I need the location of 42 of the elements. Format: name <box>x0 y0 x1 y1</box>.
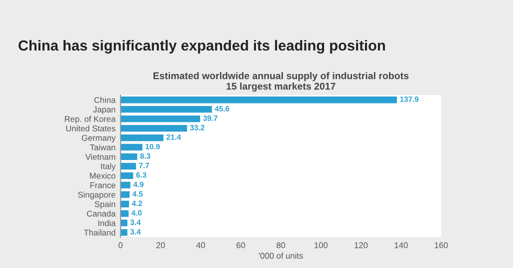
y-tick-label: India <box>98 220 116 226</box>
x-tick-label: 60 <box>236 242 246 248</box>
y-tick-label: Thailand <box>84 229 116 236</box>
bar <box>120 210 129 217</box>
bar <box>120 124 188 132</box>
bar <box>120 96 397 104</box>
y-tick-label: Rep. of Korea <box>64 116 116 124</box>
y-tick-label: Vietnam <box>85 154 116 160</box>
y-tick-label: Japan <box>93 106 116 114</box>
y-tick-label: United States <box>66 125 116 132</box>
bar <box>120 191 130 198</box>
bar <box>120 106 212 113</box>
chart-title: Estimated worldwide annual supply of industrial robots 15 largest markets 2017 <box>154 72 408 92</box>
bar <box>120 229 128 236</box>
x-tick-label: 40 <box>196 242 206 248</box>
bar <box>120 172 134 179</box>
x-tick-label: 80 <box>276 242 286 248</box>
y-tick-label: Mexico <box>90 172 116 179</box>
y-tick-label: Italy <box>101 163 116 171</box>
bar <box>120 144 142 151</box>
bar <box>120 162 136 170</box>
x-tick-label: 100 <box>314 242 328 248</box>
bar <box>120 182 130 188</box>
bar <box>120 200 129 208</box>
y-tick-label: Singapore <box>78 192 116 200</box>
y-tick-label: China <box>94 96 116 103</box>
y-tick-label: France <box>90 182 116 188</box>
bar <box>120 153 138 160</box>
x-tick-label: 160 <box>434 242 448 248</box>
x-tick-label: 20 <box>156 242 165 248</box>
bar <box>120 134 164 142</box>
y-tick-label: Canada <box>86 210 116 217</box>
bar <box>120 220 128 226</box>
x-tick-label: 140 <box>394 242 408 248</box>
x-tick-label: 120 <box>354 242 368 248</box>
x-axis-title: '000 of units <box>258 252 303 259</box>
y-tick-label: Taiwan <box>90 144 116 150</box>
bar <box>120 116 200 122</box>
x-tick-label: 0 <box>118 242 123 248</box>
chart-subtitle: China has significantly expanded its leading position <box>18 40 385 54</box>
y-tick-label: Germany <box>82 134 116 142</box>
y-tick-label: Spain <box>94 201 116 209</box>
